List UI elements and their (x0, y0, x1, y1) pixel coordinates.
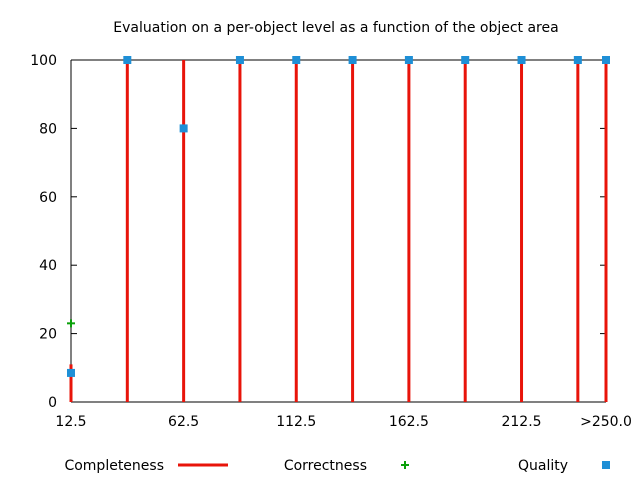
quality-point (123, 56, 132, 64)
legend-label: Correctness (284, 458, 367, 474)
quality-point (517, 56, 526, 64)
plot-axes: 0 20 40 60 80 100 12.5 62.5 112.5 162.5 212.5 >250.… (30, 53, 632, 430)
quality-point (292, 56, 301, 64)
y-tick-label: 80 (39, 121, 57, 137)
legend-label: Completeness (64, 458, 164, 474)
x-tick-label: >250.0 (580, 414, 632, 430)
quality-point (602, 56, 610, 64)
y-tick-label: 40 (39, 258, 57, 274)
quality-point-legend (602, 461, 610, 469)
y-tick-label: 100 (30, 53, 57, 69)
chart-title: Evaluation on a per-object level as a fu… (113, 20, 558, 36)
correctness-point-legend (401, 461, 409, 469)
quality-point (404, 56, 413, 64)
y-tick-label: 0 (48, 395, 57, 411)
quality-point (573, 56, 582, 64)
correctness-point (67, 319, 75, 328)
x-tick-label: 162.5 (389, 414, 429, 430)
plot-marks (67, 56, 610, 402)
quality-point (179, 124, 188, 133)
quality-point (348, 56, 357, 64)
x-tick-label: 12.5 (55, 414, 86, 430)
y-tick-label: 20 (39, 327, 57, 343)
legend-label: Quality (518, 458, 568, 474)
x-tick-label: 112.5 (276, 414, 316, 430)
quality-point (461, 56, 470, 64)
quality-point (67, 368, 75, 377)
quality-point (235, 56, 244, 64)
legend: Completeness Correctness Quality (64, 458, 610, 474)
x-tick-label: 212.5 (501, 414, 541, 430)
x-tick-label: 62.5 (168, 414, 199, 430)
y-tick-label: 60 (39, 190, 57, 206)
